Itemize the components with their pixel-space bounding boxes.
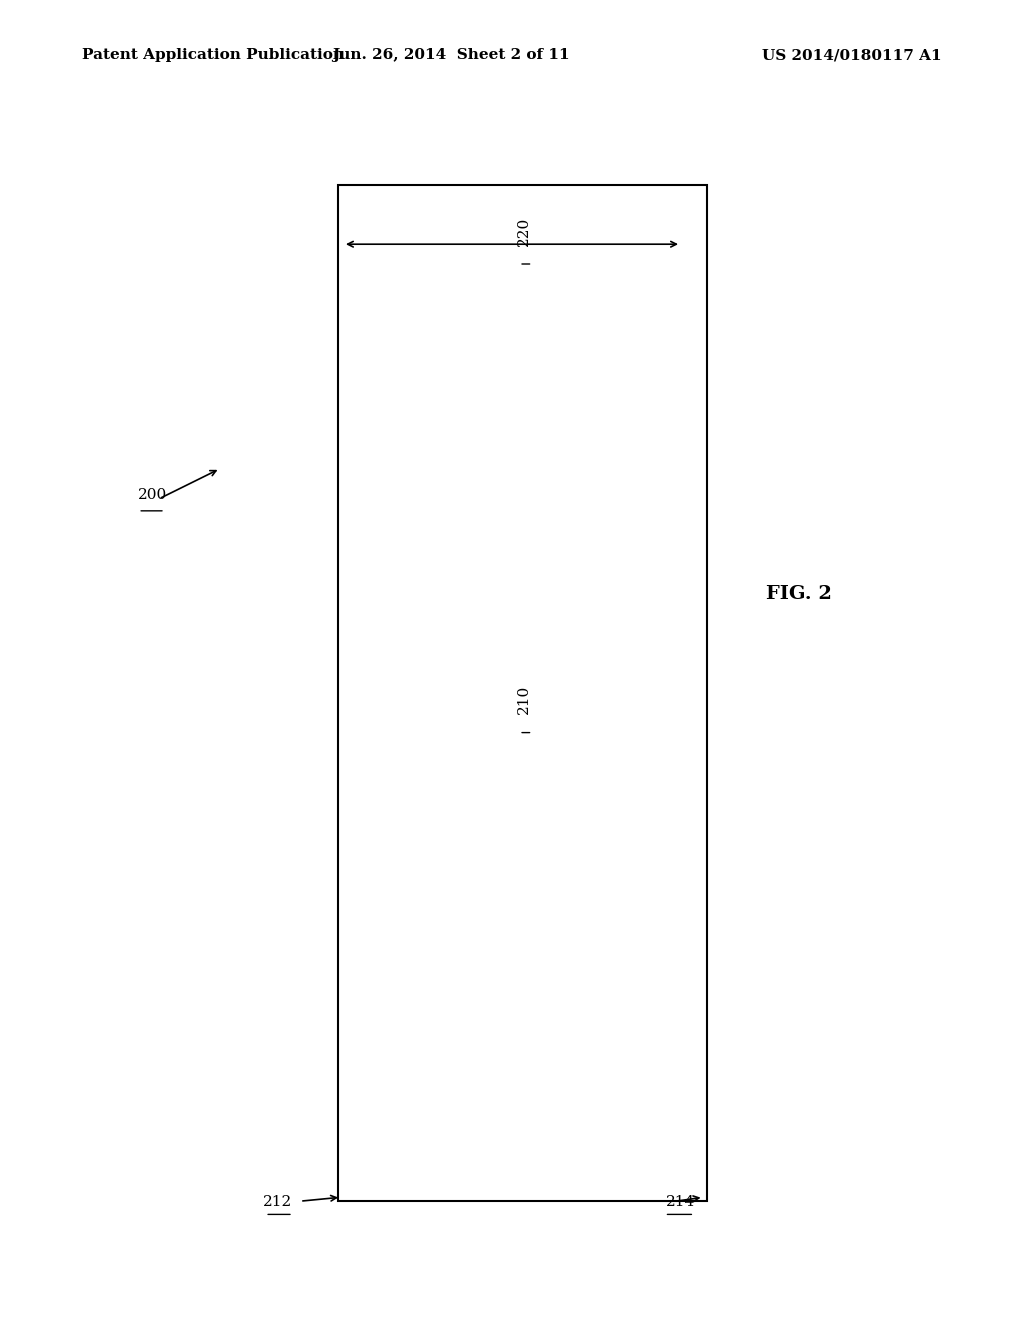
Text: 200: 200 xyxy=(138,488,168,502)
Text: 220: 220 xyxy=(517,216,531,246)
Bar xyxy=(338,185,707,1201)
Text: 210: 210 xyxy=(517,685,531,714)
Text: Patent Application Publication: Patent Application Publication xyxy=(82,49,344,62)
Text: FIG. 2: FIG. 2 xyxy=(766,585,831,603)
Text: 214: 214 xyxy=(666,1195,695,1209)
Text: US 2014/0180117 A1: US 2014/0180117 A1 xyxy=(763,49,942,62)
Text: 212: 212 xyxy=(262,1195,292,1209)
Text: Jun. 26, 2014  Sheet 2 of 11: Jun. 26, 2014 Sheet 2 of 11 xyxy=(332,49,569,62)
